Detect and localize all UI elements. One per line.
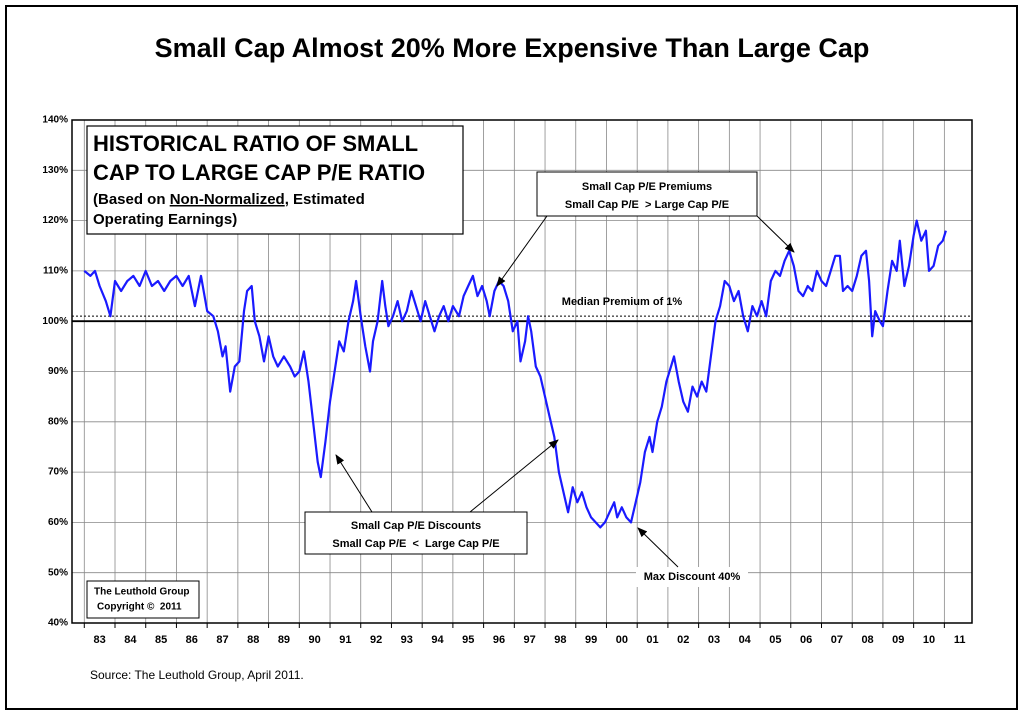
credit: Copyright © 2011: [97, 602, 182, 613]
annotation: Small Cap P/E Premiums: [582, 181, 712, 193]
annotation: Small Cap P/E > Large Cap P/E: [565, 199, 729, 211]
x-tick-label: 97: [524, 634, 536, 646]
box-title: HISTORICAL RATIO OF SMALL: [93, 131, 418, 156]
x-tick-label: 94: [431, 634, 444, 646]
y-tick-label: 40%: [48, 618, 68, 629]
max-discount-bg: [636, 567, 748, 587]
y-tick-label: 80%: [48, 416, 68, 427]
x-tick-label: 01: [646, 634, 658, 646]
credit-box: [86, 580, 200, 619]
box-note: (Based on Non-Normalized, Estimated: [93, 191, 365, 208]
x-tick-label: 91: [339, 634, 351, 646]
x-tick-label: 06: [800, 634, 812, 646]
x-tick-label: 89: [278, 634, 290, 646]
y-tick-label: 120%: [42, 215, 68, 226]
y-tick-label: 50%: [48, 567, 68, 578]
x-tick-label: 02: [677, 634, 689, 646]
x-tick-label: 10: [923, 634, 935, 646]
annotation: Small Cap P/E Discounts: [351, 520, 481, 532]
arrow: [496, 215, 548, 287]
x-tick-label: 03: [708, 634, 720, 646]
x-tick-label: 08: [861, 634, 873, 646]
y-tick-label: 110%: [43, 266, 68, 277]
annotation: Max Discount 40%: [644, 571, 741, 583]
median-label: Median Premium of 1%: [562, 296, 683, 308]
arrow: [637, 527, 679, 568]
x-tick-label: 11: [954, 634, 966, 646]
x-tick-label: 96: [493, 634, 505, 646]
box-title: CAP TO LARGE CAP P/E RATIO: [93, 160, 425, 185]
box-note-underlined: Non-Normalized: [170, 191, 285, 208]
arrow: [756, 215, 795, 253]
x-tick-label: 07: [831, 634, 843, 646]
x-tick-label: 98: [554, 634, 566, 646]
y-tick-label: 130%: [42, 165, 68, 176]
y-tick-label: 140%: [42, 115, 68, 126]
x-tick-label: 99: [585, 634, 597, 646]
x-tick-label: 04: [739, 634, 752, 646]
discount-box: [304, 511, 528, 555]
x-tick-label: 90: [309, 634, 321, 646]
x-tick-label: 87: [216, 634, 228, 646]
x-tick-label: 86: [186, 634, 198, 646]
arrow: [335, 454, 373, 513]
x-tick-label: 84: [124, 634, 137, 646]
y-tick-label: 60%: [48, 517, 68, 528]
x-tick-label: 93: [401, 634, 413, 646]
description-box: [86, 125, 464, 235]
box-note-part: (Based on: [93, 191, 170, 208]
box-note-part: , Estimated: [285, 191, 365, 208]
y-tick-label: 100%: [42, 316, 68, 327]
x-tick-label: 88: [247, 634, 259, 646]
x-tick-label: 00: [616, 634, 628, 646]
source: Source: The Leuthold Group, April 2011.: [90, 668, 304, 682]
arrow: [469, 439, 559, 513]
x-tick-label: 09: [892, 634, 904, 646]
y-tick-label: 90%: [48, 366, 68, 377]
box-note: Operating Earnings): [93, 211, 237, 228]
y-tick-label: 70%: [48, 467, 68, 478]
credit: The Leuthold Group: [94, 587, 190, 598]
x-tick-label: 83: [94, 634, 106, 646]
premium-box: [536, 171, 758, 217]
x-tick-label: 05: [769, 634, 781, 646]
chart-title: Small Cap Almost 20% More Expensive Than…: [155, 33, 870, 63]
plot-border: [71, 119, 973, 624]
x-tick-label: 92: [370, 634, 382, 646]
x-tick-label: 95: [462, 634, 474, 646]
data-line: [83, 219, 947, 529]
x-tick-label: 85: [155, 634, 167, 646]
annotation: Small Cap P/E < Large Cap P/E: [332, 538, 499, 550]
